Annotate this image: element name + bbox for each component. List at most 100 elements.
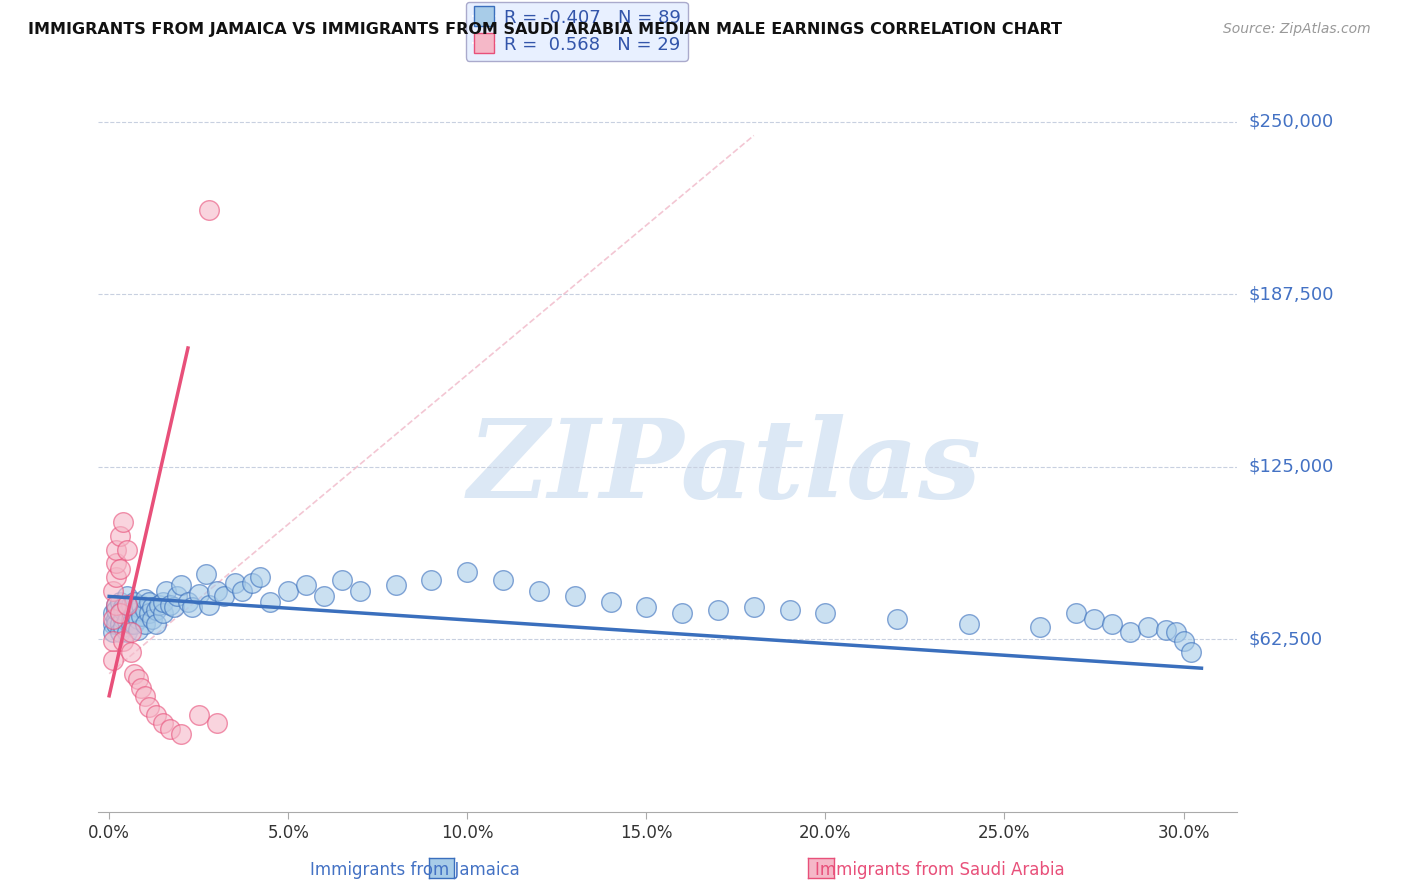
Point: [384, 578, 406, 592]
Point: [492, 573, 515, 587]
Point: [349, 583, 371, 598]
Point: [112, 633, 135, 648]
Text: $62,500: $62,500: [1249, 631, 1323, 648]
Point: [1173, 633, 1195, 648]
Point: [155, 583, 177, 598]
Point: [152, 716, 174, 731]
Point: [1101, 617, 1123, 632]
Point: [420, 573, 443, 587]
Point: [194, 567, 217, 582]
Point: [152, 595, 174, 609]
Point: [131, 681, 153, 695]
Point: [138, 606, 160, 620]
Point: [599, 595, 621, 609]
Point: [115, 606, 138, 620]
Point: [127, 600, 149, 615]
Point: [707, 603, 730, 617]
Point: [166, 590, 188, 604]
Point: [212, 590, 235, 604]
Point: [108, 606, 131, 620]
Point: [295, 578, 318, 592]
Point: [120, 598, 142, 612]
Point: [105, 542, 128, 557]
Point: [456, 565, 478, 579]
Point: [886, 611, 908, 625]
Point: [134, 617, 156, 632]
Point: [101, 606, 124, 620]
Point: [170, 578, 193, 592]
Point: [636, 600, 658, 615]
Point: [108, 562, 131, 576]
Point: [159, 598, 181, 612]
Point: [277, 583, 299, 598]
Point: [101, 617, 124, 632]
Text: $187,500: $187,500: [1249, 285, 1334, 303]
Point: [170, 727, 193, 741]
Point: [101, 625, 124, 640]
Point: [205, 716, 228, 731]
Point: [115, 542, 138, 557]
Point: [138, 699, 160, 714]
Point: [198, 598, 221, 612]
Point: [141, 600, 163, 615]
Point: [105, 611, 128, 625]
Point: [127, 623, 149, 637]
Point: [122, 666, 145, 681]
Point: [145, 603, 167, 617]
Point: [105, 557, 128, 571]
Text: $250,000: $250,000: [1249, 112, 1334, 131]
Point: [120, 625, 142, 640]
Point: [115, 614, 138, 628]
Point: [1136, 620, 1159, 634]
Point: [1083, 611, 1105, 625]
Point: [108, 617, 131, 632]
Point: [120, 645, 142, 659]
Text: $125,000: $125,000: [1249, 458, 1334, 475]
Point: [249, 570, 271, 584]
Point: [180, 600, 202, 615]
Point: [127, 611, 149, 625]
Point: [105, 598, 128, 612]
Point: [138, 595, 160, 609]
Point: [330, 573, 353, 587]
Point: [1119, 625, 1142, 640]
Point: [1180, 645, 1202, 659]
Point: [742, 600, 765, 615]
Point: [814, 606, 837, 620]
Point: [112, 515, 135, 529]
Point: [101, 633, 124, 648]
Point: [1154, 623, 1177, 637]
Point: [112, 600, 135, 615]
Point: [162, 600, 184, 615]
Point: [779, 603, 801, 617]
Point: [134, 592, 156, 607]
Point: [115, 590, 138, 604]
Point: [108, 529, 131, 543]
Text: IMMIGRANTS FROM JAMAICA VS IMMIGRANTS FROM SAUDI ARABIA MEDIAN MALE EARNINGS COR: IMMIGRANTS FROM JAMAICA VS IMMIGRANTS FR…: [28, 22, 1062, 37]
Point: [108, 625, 131, 640]
Point: [205, 583, 228, 598]
Point: [105, 570, 128, 584]
Point: [101, 611, 124, 625]
Point: [112, 611, 135, 625]
Point: [1029, 620, 1052, 634]
Text: ZIPatlas: ZIPatlas: [468, 414, 981, 522]
Text: Source: ZipAtlas.com: Source: ZipAtlas.com: [1223, 22, 1371, 37]
Point: [122, 606, 145, 620]
Point: [105, 603, 128, 617]
Point: [177, 595, 200, 609]
Point: [108, 595, 131, 609]
Point: [527, 583, 550, 598]
Point: [131, 598, 153, 612]
Point: [115, 625, 138, 640]
Point: [1166, 625, 1188, 640]
Point: [105, 617, 128, 632]
Point: [187, 708, 209, 723]
Point: [134, 603, 156, 617]
Point: [564, 590, 586, 604]
Point: [141, 611, 163, 625]
Point: [152, 606, 174, 620]
Point: [134, 689, 156, 703]
Text: Immigrants from Saudi Arabia: Immigrants from Saudi Arabia: [815, 861, 1066, 879]
Point: [101, 653, 124, 667]
